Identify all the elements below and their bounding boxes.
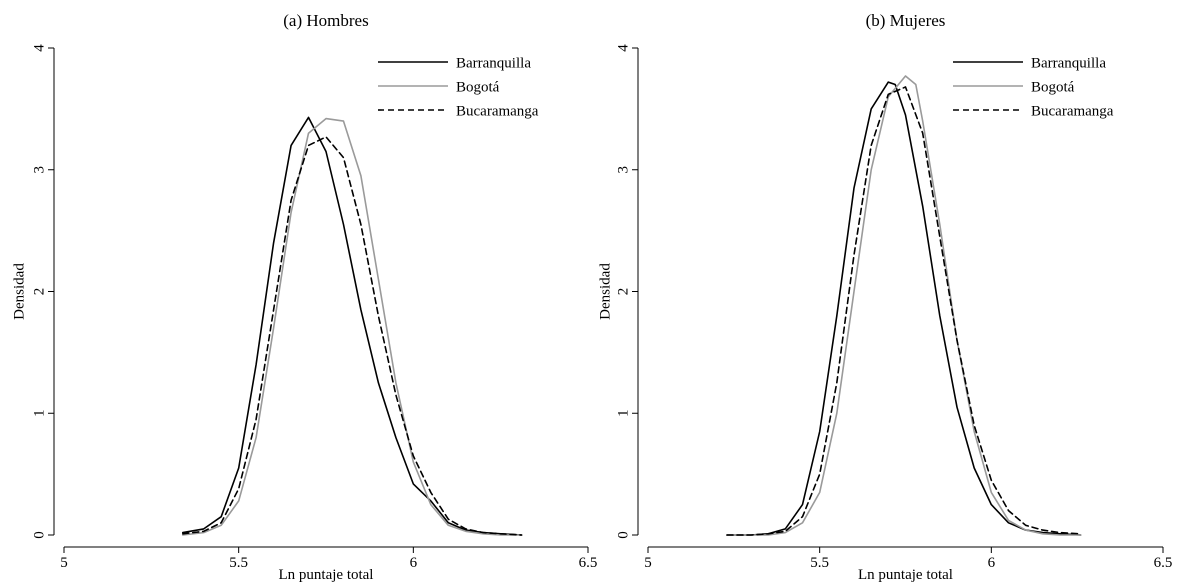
x-tick-label: 5 xyxy=(644,555,652,571)
y-tick-label: 4 xyxy=(615,44,631,52)
y-tick-label: 0 xyxy=(615,531,631,539)
x-tick-label: 6.5 xyxy=(579,555,598,571)
series-line-bogot xyxy=(726,75,1082,536)
y-tick-label: 2 xyxy=(31,288,47,296)
legend-label: Barranquilla xyxy=(1031,55,1106,71)
legend-label: Bogotá xyxy=(456,79,500,95)
chart-title: (b) Mujeres xyxy=(866,11,946,30)
legend-label: Bogotá xyxy=(1031,79,1075,95)
series-line-bucaramanga xyxy=(182,136,523,536)
y-tick-label: 3 xyxy=(615,166,631,174)
y-tick-label: 4 xyxy=(31,44,47,52)
legend-label: Barranquilla xyxy=(456,55,531,71)
series-line-barranquilla xyxy=(726,81,1082,536)
x-tick-label: 5.5 xyxy=(229,555,248,571)
series-line-barranquilla xyxy=(182,116,523,536)
x-tick-label: 5.5 xyxy=(810,555,829,571)
legend-label: Bucaramanga xyxy=(456,103,539,119)
chart-panel-1: (a) Hombres 0 1 2 3 4 5 5.5 6 6.5 Ln puntaje total… xyxy=(11,11,597,583)
y-tick-label: 1 xyxy=(615,410,631,418)
y-tick-label: 2 xyxy=(615,288,631,296)
legend-label: Bucaramanga xyxy=(1031,103,1114,119)
chart-title: (a) Hombres xyxy=(283,11,368,30)
y-tick-label: 3 xyxy=(31,166,47,174)
y-tick-label: 1 xyxy=(31,410,47,418)
x-axis-label: Ln puntaje total xyxy=(858,567,953,583)
x-axis-label: Ln puntaje total xyxy=(279,567,374,583)
x-tick-label: 5 xyxy=(60,555,68,571)
x-tick-label: 6 xyxy=(410,555,418,571)
y-axis-label: Densidad xyxy=(597,263,613,320)
series-line-bucaramanga xyxy=(726,86,1082,536)
y-axis-label: Densidad xyxy=(11,263,27,320)
series-line-bogot xyxy=(182,117,523,536)
y-tick-label: 0 xyxy=(31,531,47,539)
x-tick-label: 6 xyxy=(988,555,996,571)
chart-panel-2: (b) Mujeres 0 1 2 3 4 5 5.5 6 6.5 Ln puntaje total… xyxy=(597,11,1172,583)
x-tick-label: 6.5 xyxy=(1154,555,1173,571)
